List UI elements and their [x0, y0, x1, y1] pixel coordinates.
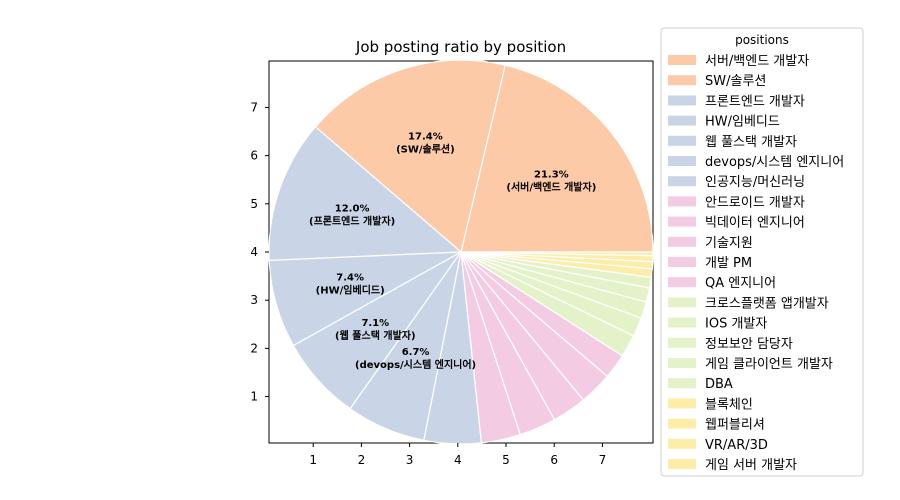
y-tick-label-1: 2	[250, 341, 258, 355]
legend-swatch-17	[668, 398, 696, 408]
x-tick-label-0: 1	[309, 453, 317, 467]
chart-title: Job posting ratio by position	[355, 38, 566, 56]
legend-label-20: 게임 서버 개발자	[705, 458, 797, 473]
legend-label-9: 기술지원	[705, 236, 753, 251]
legend-label-18: 웹퍼블리셔	[705, 418, 765, 433]
x-tick-label-5: 6	[550, 453, 558, 467]
x-tick-label-4: 5	[502, 453, 510, 467]
legend-swatch-2	[668, 95, 696, 105]
legend-label-6: 인공지능/머신러닝	[705, 175, 805, 190]
legend-swatch-8	[668, 217, 696, 227]
x-tick-label-2: 3	[406, 453, 414, 467]
legend-swatch-4	[668, 136, 696, 146]
pie-slices	[269, 60, 653, 444]
legend-label-12: 크로스플랫폼 앱개발자	[705, 296, 829, 311]
legend-label-1: SW/솔루션	[705, 74, 766, 89]
legend-label-11: QA 엔지니어	[705, 276, 776, 291]
legend-label-8: 빅데이터 엔지니어	[705, 216, 805, 231]
legend-label-13: IOS 개발자	[705, 317, 767, 332]
legend-swatch-15	[668, 358, 696, 368]
y-tick-label-0: 1	[250, 390, 258, 404]
legend-label-3: HW/임베디드	[705, 115, 780, 130]
legend-swatch-11	[668, 277, 696, 287]
y-tick-label-4: 5	[250, 197, 258, 211]
legend-swatch-19	[668, 439, 696, 449]
legend-swatch-9	[668, 237, 696, 247]
y-tick-label-6: 7	[250, 100, 258, 114]
legend-swatch-16	[668, 378, 696, 388]
legend-label-4: 웹 풀스택 개발자	[705, 135, 797, 150]
legend-label-14: 정보보안 담당자	[705, 337, 793, 352]
legend-swatch-5	[668, 156, 696, 166]
legend-swatch-1	[668, 75, 696, 85]
legend-swatch-18	[668, 419, 696, 429]
legend-label-16: DBA	[705, 377, 733, 392]
legend-label-10: 개발 PM	[705, 256, 752, 271]
y-axis: 1 2 3 4 5 6 7	[250, 100, 269, 403]
y-tick-label-5: 6	[250, 149, 258, 163]
legend-swatch-0	[668, 55, 696, 65]
legend-swatch-12	[668, 297, 696, 307]
legend-swatch-10	[668, 257, 696, 267]
legend-label-17: 블록체인	[705, 397, 753, 412]
x-axis: 1 2 3 4 5 6 7	[309, 443, 606, 467]
x-tick-label-6: 7	[599, 453, 607, 467]
legend-label-0: 서버/백엔드 개발자	[705, 54, 809, 69]
legend-swatch-14	[668, 338, 696, 348]
legend-label-5: devops/시스템 엔지니어	[705, 155, 844, 170]
legend-swatch-3	[668, 116, 696, 126]
x-tick-label-1: 2	[358, 453, 366, 467]
legend-swatch-13	[668, 318, 696, 328]
x-tick-label-3: 4	[454, 453, 462, 467]
legend-swatch-7	[668, 196, 696, 206]
legend-label-7: 안드로이드 개발자	[705, 195, 805, 210]
legend-label-2: 프론트엔드 개발자	[705, 94, 805, 109]
legend-label-19: VR/AR/3D	[705, 438, 768, 453]
legend-swatch-20	[668, 459, 696, 469]
y-tick-label-3: 4	[250, 245, 258, 259]
legend-label-15: 게임 클라이언트 개발자	[705, 357, 833, 372]
legend-swatch-6	[668, 176, 696, 186]
y-tick-label-2: 3	[250, 293, 258, 307]
legend-title: positions	[735, 33, 789, 47]
